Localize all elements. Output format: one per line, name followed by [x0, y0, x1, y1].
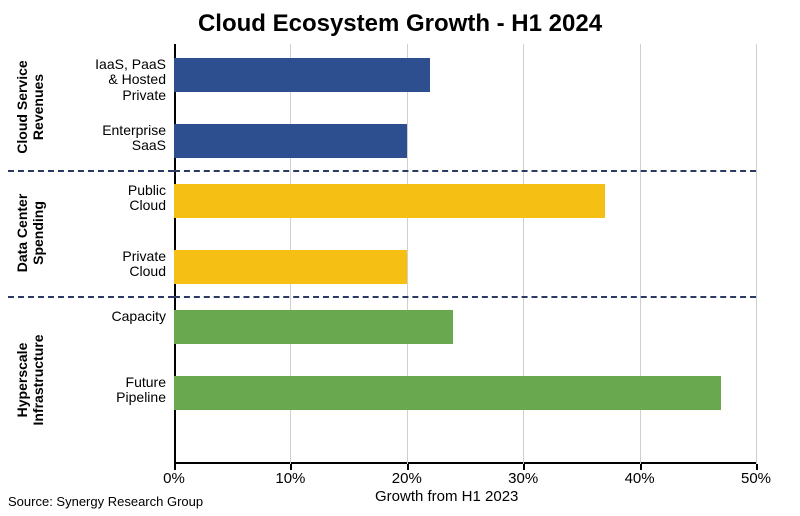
x-axis-label: Growth from H1 2023: [375, 488, 518, 505]
x-tick-label: 30%: [493, 470, 553, 487]
bar-label-enterprise-saas: EnterpriseSaaS: [78, 123, 166, 154]
group-divider: [174, 170, 756, 172]
x-tick-label: 0%: [144, 470, 204, 487]
bar-enterprise-saas: [174, 124, 407, 158]
bar-label-public-cloud: PublicCloud: [78, 183, 166, 214]
bar-label-private-cloud: PrivateCloud: [78, 249, 166, 280]
x-tick-label: 50%: [726, 470, 786, 487]
gridline: [756, 44, 757, 464]
bar-capacity: [174, 310, 453, 344]
group-label-hyperscale-infra: HyperscaleInfrastructure: [14, 300, 46, 460]
bar-label-future-pipeline: FuturePipeline: [78, 375, 166, 406]
chart-stage: Cloud Ecosystem Growth - H1 2024 IaaS, Pa…: [0, 0, 800, 516]
bar-label-iaas-paas-hosted: IaaS, PaaS& HostedPrivate: [78, 57, 166, 103]
bar-private-cloud: [174, 250, 407, 284]
bar-iaas-paas-hosted: [174, 58, 430, 92]
group-divider: [174, 296, 756, 298]
x-tick-label: 40%: [610, 470, 670, 487]
bar-future-pipeline: [174, 376, 721, 410]
bar-public-cloud: [174, 184, 605, 218]
source-attribution: Source: Synergy Research Group: [8, 494, 203, 509]
group-label-data-center-spending: Data CenterSpending: [14, 153, 46, 313]
x-tick-label: 10%: [260, 470, 320, 487]
chart-title: Cloud Ecosystem Growth - H1 2024: [0, 10, 800, 38]
x-tick-label: 20%: [377, 470, 437, 487]
bar-label-capacity: Capacity: [78, 309, 166, 324]
plot-area: [174, 44, 756, 464]
